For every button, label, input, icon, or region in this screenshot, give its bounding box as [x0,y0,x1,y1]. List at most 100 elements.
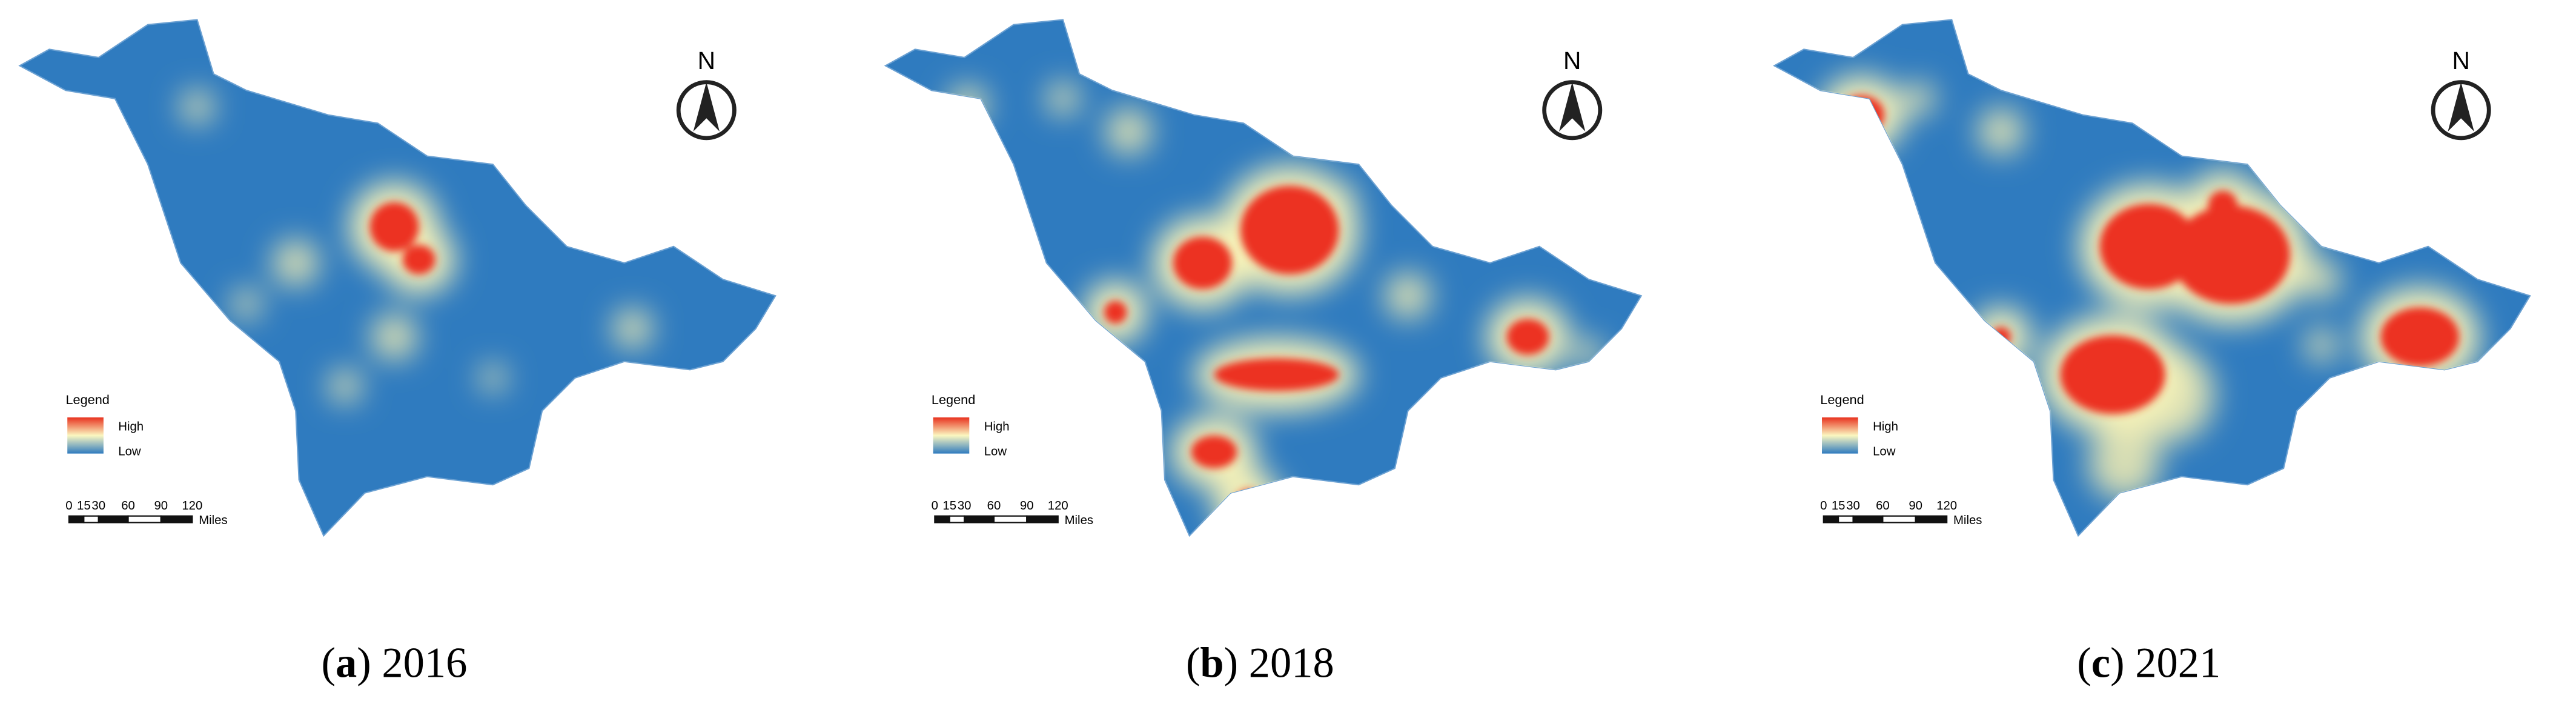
scale-segment [1852,515,1884,523]
scale-segment [1915,515,1948,523]
scale-label: 120 [182,499,202,513]
scale-label: 120 [1048,499,1068,513]
scale-unit: Miles [199,514,227,527]
low-density-spot [231,289,262,319]
north-arrow [2448,82,2474,131]
scale-segment [160,515,193,523]
legend-title: Legend [1820,392,1864,407]
hot-spot [1104,301,1127,324]
panel-caption: (b) 2018 [1186,640,1334,687]
low-density-spot [612,308,652,349]
scale-segment [98,515,129,523]
low-density-spot [1574,338,1604,368]
hot-spot [402,245,435,274]
scale-label: 60 [1876,499,1890,513]
low-density-spot [180,90,214,124]
hot-spot [2099,204,2199,290]
legend-title: Legend [932,392,975,407]
scale-segment [1882,515,1916,523]
scale-unit: Miles [1065,514,1093,527]
scale-label: 0 [932,499,938,513]
caption-open: ( [2077,640,2091,687]
caption-letter: b [1200,640,1223,687]
caption-open: ( [1186,640,1200,687]
hot-spot [369,202,419,252]
legend-title: Legend [65,392,109,407]
scale-segment [1026,515,1059,523]
low-density-spot [328,370,362,403]
caption-letter: c [2091,640,2110,687]
legend-high: High [118,420,144,434]
hot-spot [2208,190,2238,221]
halo-spot [1214,470,1283,536]
caption-rest: ) 2016 [357,640,467,687]
scale-segment [949,515,965,523]
legend-high: High [984,420,1010,434]
low-density-spot [1385,273,1431,319]
hot-spot [1240,185,1339,274]
scale-label: 0 [1820,499,1827,513]
hot-spot [1233,490,1263,523]
scale-label: 30 [91,499,105,513]
low-density-spot [2305,328,2338,362]
panel-caption: (c) 2021 [2077,640,2220,687]
legend-low: Low [1873,445,1896,458]
hot-spot [1173,236,1233,290]
legend-low: Low [118,445,141,458]
scale-segment [964,515,995,523]
hot-spot [1506,319,1549,355]
scale-segment [68,515,85,523]
hot-spot [2171,205,2291,304]
caption-rest: ) 2018 [1224,640,1334,687]
legend-high: High [1873,420,1898,434]
scale-segment [1823,515,1839,523]
hot-spot [1214,358,1339,391]
north-label: N [698,47,715,75]
hot-spot [2380,307,2460,367]
north-label: N [2452,47,2469,75]
hot-spot [2060,335,2165,414]
scale-segment [993,515,1028,523]
legend-swatch [67,417,104,454]
hot-spot [1991,327,2011,347]
scale-label: 90 [1909,499,1922,513]
low-density-spot [371,314,417,360]
low-density-spot [273,240,319,286]
scale-label: 90 [1020,499,1034,513]
caption-rest: ) 2021 [2110,640,2220,687]
low-density-spot [1105,108,1152,154]
hot-layer [1104,185,1549,523]
legend-low: Low [984,445,1007,458]
scale-label: 15 [77,499,91,513]
scale-segment [83,515,99,523]
scale-label: 30 [958,499,972,513]
scale-segment [1838,515,1854,523]
scale-label: 120 [1936,499,1957,513]
scale-label: 0 [65,499,72,513]
panel-caption: (a) 2016 [322,640,468,687]
scale-label: 90 [154,499,168,513]
caption-open: ( [322,640,336,687]
low-density-spot [1978,108,2024,154]
low-density-spot [1902,82,1936,115]
legend-swatch [1822,417,1858,454]
scale-label: 30 [1846,499,1860,513]
density-layer [180,90,652,403]
scale-segment [127,515,162,523]
low-density-spot [2302,259,2342,299]
north-arrow [1559,82,1586,131]
caption-letter: a [336,640,357,687]
low-density-spot [948,85,988,125]
scale-label: 15 [942,499,956,513]
scale-label: 15 [1832,499,1846,513]
north-label: N [1563,47,1581,75]
low-density-spot [480,365,506,391]
scale-label: 60 [987,499,1001,513]
scale-unit: Miles [1953,514,1982,527]
north-arrow [693,82,720,131]
low-density-spot [1046,82,1080,115]
